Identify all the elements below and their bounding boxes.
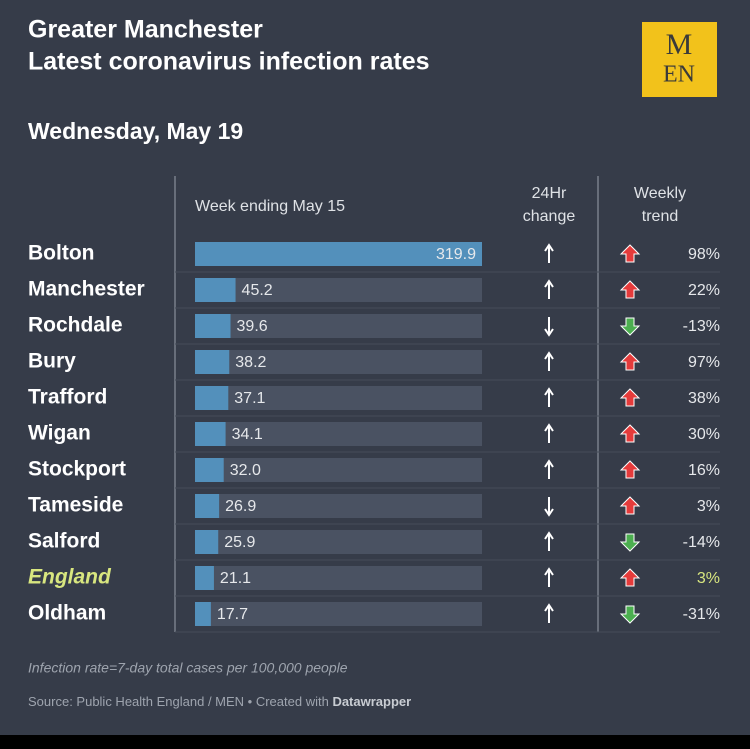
trend-value: 16% bbox=[688, 462, 720, 479]
trend-arrow bbox=[619, 424, 641, 443]
bar-label: 21.1 bbox=[220, 570, 251, 587]
change-arrow bbox=[544, 603, 554, 623]
bar-track bbox=[195, 350, 482, 374]
bar bbox=[195, 602, 211, 626]
trend-value: 30% bbox=[688, 426, 720, 443]
trend-value: -31% bbox=[683, 606, 720, 623]
trend-value: 22% bbox=[688, 282, 720, 299]
bar bbox=[195, 494, 220, 518]
change-arrow bbox=[544, 423, 554, 443]
trend-arrow bbox=[619, 605, 641, 624]
trend-arrow bbox=[619, 352, 641, 371]
bar-label: 32.0 bbox=[230, 462, 261, 479]
logo-text: EN bbox=[663, 62, 695, 88]
bar-label: 38.2 bbox=[235, 354, 266, 371]
bar-track bbox=[195, 494, 482, 518]
trend-value: -13% bbox=[683, 318, 720, 335]
bar bbox=[195, 422, 226, 446]
row-name: Salford bbox=[28, 530, 100, 553]
source-text: Source: Public Health England / MEN • Cr… bbox=[28, 694, 329, 709]
bar-label: 39.6 bbox=[237, 318, 268, 335]
change-arrow bbox=[544, 317, 554, 337]
bar bbox=[195, 314, 231, 338]
trend-value: 3% bbox=[697, 498, 720, 515]
row-name: England bbox=[28, 566, 112, 589]
title: Latest coronavirus infection rates bbox=[28, 48, 430, 76]
trend-value: 98% bbox=[688, 246, 720, 263]
trend-arrow bbox=[619, 460, 641, 479]
change-arrow bbox=[544, 459, 554, 479]
bar-label: 17.7 bbox=[217, 606, 248, 623]
bar-label: 45.2 bbox=[242, 282, 273, 299]
change-arrow bbox=[544, 243, 554, 263]
bar-track bbox=[195, 314, 482, 338]
change-arrow bbox=[544, 279, 554, 299]
bar bbox=[195, 566, 214, 590]
row-name: Wigan bbox=[28, 422, 91, 445]
trend-arrow bbox=[619, 317, 641, 336]
bar-label: 25.9 bbox=[224, 534, 255, 551]
bar bbox=[195, 386, 229, 410]
trend-arrow bbox=[619, 496, 641, 515]
bar-label: 319.9 bbox=[436, 246, 476, 263]
bar-track bbox=[195, 458, 482, 482]
row-name: Bolton bbox=[28, 242, 94, 265]
bar-label: 26.9 bbox=[225, 498, 256, 515]
bar bbox=[195, 242, 482, 266]
change-arrow bbox=[544, 497, 554, 517]
trend-arrow bbox=[619, 388, 641, 407]
row-name: Manchester bbox=[28, 278, 145, 301]
trend-arrow bbox=[619, 244, 641, 263]
bar bbox=[195, 350, 230, 374]
trend-value: 38% bbox=[688, 390, 720, 407]
row-name: Trafford bbox=[28, 386, 107, 409]
trend-value: 3% bbox=[697, 570, 720, 587]
title: Greater Manchester bbox=[28, 16, 263, 44]
column-header: 24Hr bbox=[532, 185, 567, 202]
bar-track bbox=[195, 602, 482, 626]
row-name: Rochdale bbox=[28, 314, 123, 337]
column-header: trend bbox=[642, 208, 678, 225]
trend-value: 97% bbox=[688, 354, 720, 371]
footnote: Infection rate=7-day total cases per 100… bbox=[28, 660, 348, 676]
bar-track bbox=[195, 278, 482, 302]
logo bbox=[642, 22, 717, 97]
trend-value: -14% bbox=[683, 534, 720, 551]
bar bbox=[195, 458, 224, 482]
row-name: Stockport bbox=[28, 458, 126, 481]
source-tool: Datawrapper bbox=[332, 694, 411, 709]
change-arrow bbox=[544, 351, 554, 371]
row-name: Bury bbox=[28, 350, 76, 373]
bar bbox=[195, 530, 219, 554]
change-arrow bbox=[544, 531, 554, 551]
row-name: Oldham bbox=[28, 602, 106, 625]
change-arrow bbox=[544, 567, 554, 587]
bar-track bbox=[195, 566, 482, 590]
bar-track bbox=[195, 386, 482, 410]
source: Source: Public Health England / MEN • Cr… bbox=[28, 694, 411, 709]
column-header: Week ending May 15 bbox=[195, 198, 345, 215]
column-header: change bbox=[523, 208, 576, 225]
trend-arrow bbox=[619, 280, 641, 299]
change-arrow bbox=[544, 387, 554, 407]
logo-text: M bbox=[666, 28, 693, 61]
trend-arrow bbox=[619, 568, 641, 587]
bar-track bbox=[195, 422, 482, 446]
row-name: Tameside bbox=[28, 494, 123, 517]
bar-label: 37.1 bbox=[234, 390, 265, 407]
bar-track bbox=[195, 530, 482, 554]
column-header: Weekly bbox=[634, 185, 686, 202]
bar-label: 34.1 bbox=[232, 426, 263, 443]
trend-arrow bbox=[619, 533, 641, 552]
bar bbox=[195, 278, 236, 302]
subtitle: Wednesday, May 19 bbox=[28, 118, 243, 144]
